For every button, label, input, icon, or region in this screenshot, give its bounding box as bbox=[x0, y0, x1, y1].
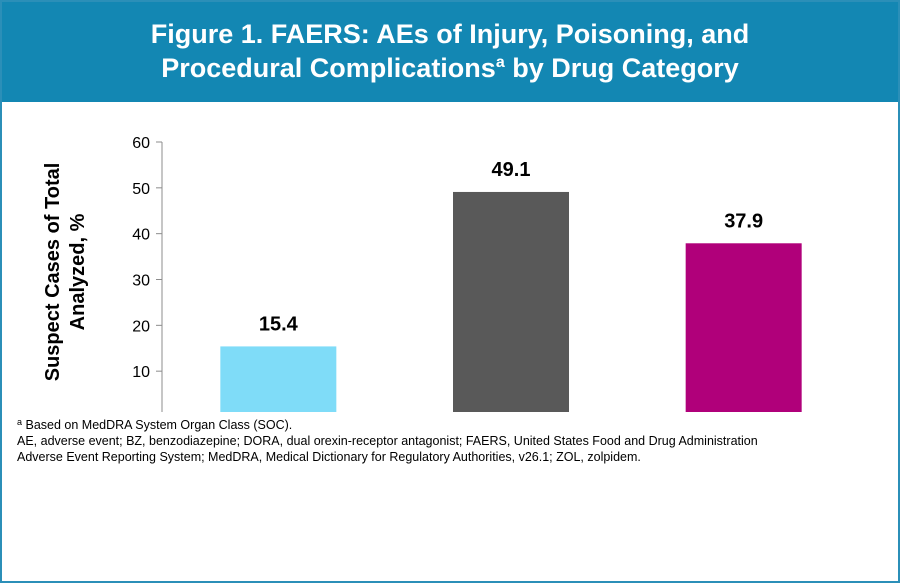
footnote-a-text: Based on MedDRA System Organ Class (SOC)… bbox=[25, 418, 293, 432]
bar-bzs bbox=[453, 191, 569, 412]
title-line-2: Procedural Complicationsa by Drug Catego… bbox=[2, 51, 898, 85]
title-banner: Figure 1. FAERS: AEs of Injury, Poisonin… bbox=[2, 2, 898, 102]
y-tick-label: 10 bbox=[132, 364, 150, 381]
title-footnote-marker: a bbox=[495, 54, 505, 71]
title-line-2-rest: by Drug Category bbox=[504, 53, 739, 83]
footnote-a: a Based on MedDRA System Organ Class (SO… bbox=[17, 417, 887, 433]
bar-value-label: 37.9 bbox=[724, 210, 763, 232]
y-tick-label: 30 bbox=[132, 273, 150, 290]
y-tick-label: 40 bbox=[132, 227, 150, 244]
footnotes: a Based on MedDRA System Organ Class (SO… bbox=[17, 417, 887, 465]
y-tick-label: 20 bbox=[132, 318, 150, 335]
bars: 15.4DORAs(n=10,202)49.1BZs(n=5534)37.9ZO… bbox=[220, 159, 802, 412]
y-tick-label: 0 bbox=[141, 410, 150, 412]
y-axis-ticks: 0 10 20 30 40 50 60 bbox=[132, 135, 162, 412]
abbreviations-line-2: Adverse Event Reporting System; MedDRA, … bbox=[17, 450, 641, 464]
y-axis-title-line-1: Suspect Cases of Total bbox=[42, 163, 64, 382]
y-axis-title-line-2: Analyzed, % bbox=[67, 213, 89, 330]
title-line-2-main: Procedural Complications bbox=[161, 53, 496, 83]
y-tick-label: 50 bbox=[132, 181, 150, 198]
title-line-1: Figure 1. FAERS: AEs of Injury, Poisonin… bbox=[150, 19, 750, 49]
y-tick-label: 60 bbox=[132, 135, 150, 152]
bar-chart: Suspect Cases of Total Analyzed, % 0 10 20… bbox=[42, 135, 802, 412]
bar-doras bbox=[220, 346, 337, 412]
footnote-a-marker: a bbox=[17, 417, 23, 427]
abbreviations-line-1: AE, adverse event; BZ, benzodiazepine; D… bbox=[17, 434, 758, 448]
bar-value-label: 15.4 bbox=[259, 313, 299, 335]
bar-zol bbox=[685, 243, 802, 412]
bar-value-label: 49.1 bbox=[492, 159, 531, 181]
